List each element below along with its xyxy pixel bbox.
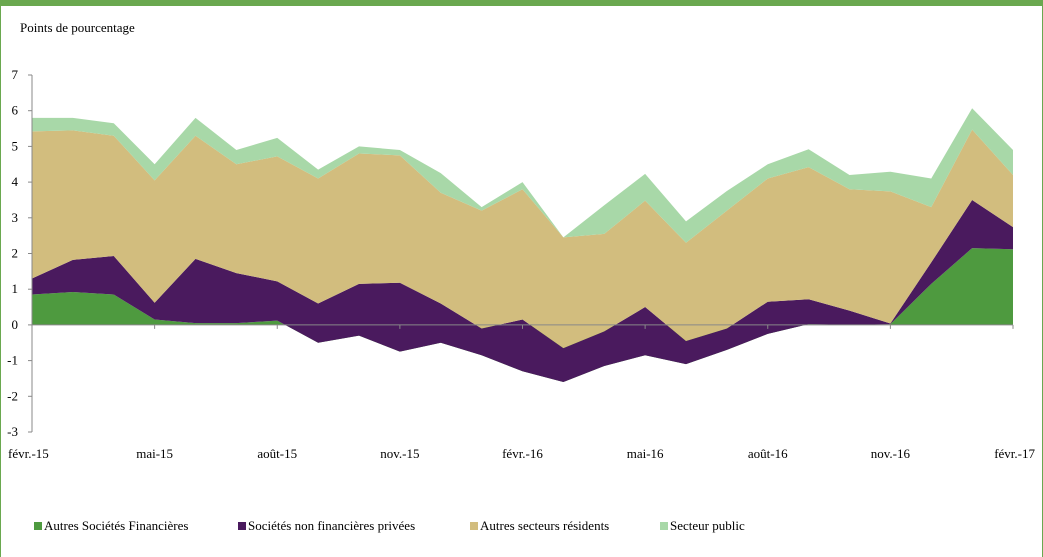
x-tick-label: août-16: [748, 446, 788, 461]
unit-label: Points de pourcentage: [20, 20, 135, 35]
x-tick-label: août-15: [257, 446, 297, 461]
area-secteur-public: [32, 108, 1013, 243]
y-tick-label: 5: [12, 138, 19, 153]
x-tick-label: nov.-15: [380, 446, 419, 461]
y-tick-label: 6: [12, 103, 19, 118]
y-tick-label: -3: [7, 424, 18, 439]
y-ticks-group: -3 -2 -1 0 1 2 3 4 5 6 7: [7, 67, 32, 439]
legend-swatch-societes-non-financieres-privees: [238, 522, 246, 530]
x-tick-label: févr.-16: [502, 446, 543, 461]
y-tick-label: 4: [12, 174, 19, 189]
legend-label-societes-non-financieres-privees: Sociétés non financières privées: [248, 518, 415, 533]
legend-swatch-secteur-public: [660, 522, 668, 530]
legend-label-autres-societes-financieres: Autres Sociétés Financières: [44, 518, 188, 533]
area-series-group: [32, 108, 1013, 383]
area-autres-secteurs-residents: [32, 129, 1013, 349]
y-tick-label: 0: [12, 317, 19, 332]
legend: Autres Sociétés Financières Sociétés non …: [34, 518, 745, 533]
y-tick-label: 1: [12, 281, 19, 296]
legend-label-secteur-public: Secteur public: [670, 518, 745, 533]
legend-swatch-autres-societes-financieres: [34, 522, 42, 530]
y-tick-label: 3: [12, 210, 19, 225]
x-ticks-group: févr.-15 mai-15 août-15 nov.-15 févr.-16 mai-…: [8, 324, 1035, 461]
y-tick-label: 2: [12, 246, 19, 261]
x-tick-label: févr.-17: [994, 446, 1035, 461]
x-tick-label: nov.-16: [871, 446, 911, 461]
area-societes-non-financieres-privees: [32, 199, 1013, 383]
x-tick-label: févr.-15: [8, 446, 49, 461]
y-tick-label: 7: [12, 67, 19, 82]
y-tick-label: -2: [7, 388, 18, 403]
legend-swatch-autres-secteurs-residents: [470, 522, 478, 530]
x-tick-label: mai-15: [136, 446, 173, 461]
y-tick-label: -1: [7, 353, 18, 368]
x-tick-label: mai-16: [627, 446, 664, 461]
legend-label-autres-secteurs-residents: Autres secteurs résidents: [480, 518, 609, 533]
